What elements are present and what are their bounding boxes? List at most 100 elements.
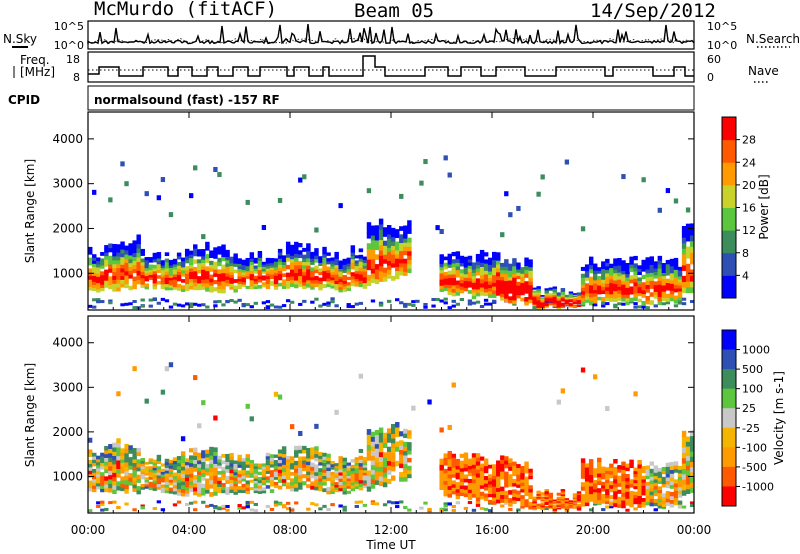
- radar-cell: [213, 166, 218, 172]
- radar-cell: [334, 261, 339, 266]
- radar-cell: [556, 303, 562, 306]
- radar-cell: [467, 485, 473, 490]
- radar-cell: [148, 471, 154, 475]
- radar-cell: [362, 479, 368, 483]
- radar-cell: [471, 278, 477, 283]
- radar-cell: [193, 508, 198, 512]
- radar-cell: [156, 260, 162, 265]
- radar-cell: [568, 292, 574, 295]
- radar-cell: [290, 262, 295, 267]
- radar-cell: [378, 223, 384, 230]
- radar-cell: [657, 280, 663, 285]
- radar-cell: [124, 266, 129, 272]
- radar-cell: [342, 264, 347, 268]
- radar-cell: [237, 268, 242, 272]
- radar-cell: [370, 277, 376, 283]
- radar-cell: [382, 245, 388, 251]
- x-tick-label: 04:00: [172, 523, 207, 537]
- radar-cell: [520, 276, 525, 280]
- radar-cell: [536, 492, 541, 495]
- radar-cell: [144, 481, 149, 485]
- radar-cell: [382, 471, 388, 478]
- radar-cell: [322, 504, 327, 508]
- radar-cell: [504, 298, 509, 303]
- radar-cell: [217, 257, 222, 263]
- radar-cell: [479, 274, 485, 280]
- radar-cell: [661, 291, 667, 295]
- radar-cell: [661, 503, 667, 508]
- radar-cell: [290, 282, 295, 287]
- radar-cell: [229, 469, 234, 474]
- radar-cell: [685, 483, 691, 490]
- radar-cell: [540, 505, 545, 508]
- radar-cell: [334, 489, 339, 493]
- radar-cell: [395, 460, 400, 467]
- radar-cell: [330, 463, 335, 467]
- radar-cell: [92, 272, 97, 276]
- radar-cell: [657, 498, 663, 503]
- radar-cell: [124, 279, 129, 284]
- radar-cell: [524, 465, 529, 470]
- radar-cell: [621, 461, 626, 467]
- radar-cell: [342, 508, 347, 512]
- radar-cell: [269, 258, 275, 261]
- radar-cell: [88, 304, 93, 308]
- radar-cell: [132, 276, 137, 282]
- radar-cell: [164, 481, 170, 485]
- radar-cell: [330, 460, 335, 465]
- radar-cell: [229, 456, 234, 461]
- radar-cell: [467, 262, 473, 266]
- radar-cell: [176, 472, 182, 477]
- radar-cell: [621, 280, 626, 285]
- radar-cell: [601, 268, 606, 273]
- radar-cell: [399, 440, 404, 446]
- radar-cell: [483, 284, 489, 289]
- radar-cell: [439, 467, 444, 471]
- radar-cell: [451, 487, 457, 492]
- radar-cell: [354, 268, 360, 272]
- radar-cell: [399, 262, 404, 268]
- radar-cell: [605, 302, 610, 306]
- radar-cell: [588, 497, 594, 502]
- radar-cell: [685, 469, 691, 476]
- radar-cell: [322, 468, 327, 473]
- radar-cell: [374, 466, 380, 472]
- radar-cell: [475, 264, 481, 269]
- radar-cell: [605, 262, 610, 267]
- radar-cell: [326, 453, 331, 458]
- radar-cell: [613, 283, 618, 288]
- radar-cell: [508, 482, 513, 487]
- radar-cell: [681, 430, 687, 437]
- radar-cell: [689, 435, 695, 442]
- radar-cell: [685, 455, 691, 461]
- radar-cell: [657, 276, 663, 281]
- radar-cell: [653, 465, 659, 470]
- radar-cell: [681, 479, 687, 486]
- radar-cell: [116, 472, 121, 478]
- radar-cell: [512, 472, 517, 477]
- radar-cell: [593, 283, 598, 287]
- radar-cell: [653, 291, 659, 296]
- radar-cell: [160, 468, 166, 472]
- radar-cell: [290, 487, 295, 492]
- radar-cell: [479, 258, 485, 263]
- radar-cell: [572, 493, 578, 496]
- radar-cell: [645, 465, 650, 470]
- radar-cell: [322, 302, 327, 306]
- freq-label-2: [MHz]: [20, 65, 55, 79]
- radar-cell: [689, 246, 695, 253]
- radar-cell: [310, 251, 315, 256]
- radar-cell: [681, 468, 687, 475]
- radar-cell: [180, 484, 186, 490]
- radar-cell: [104, 269, 109, 274]
- radar-cell: [391, 245, 396, 251]
- radar-cell: [374, 439, 380, 445]
- radar-cell: [128, 302, 133, 306]
- radar-cell: [443, 256, 448, 261]
- radar-cell: [334, 463, 339, 467]
- radar-cell: [350, 487, 356, 492]
- radar-cell: [689, 430, 695, 437]
- radar-cell: [378, 218, 384, 225]
- radar-cell: [277, 305, 283, 309]
- radar-cell: [334, 280, 339, 285]
